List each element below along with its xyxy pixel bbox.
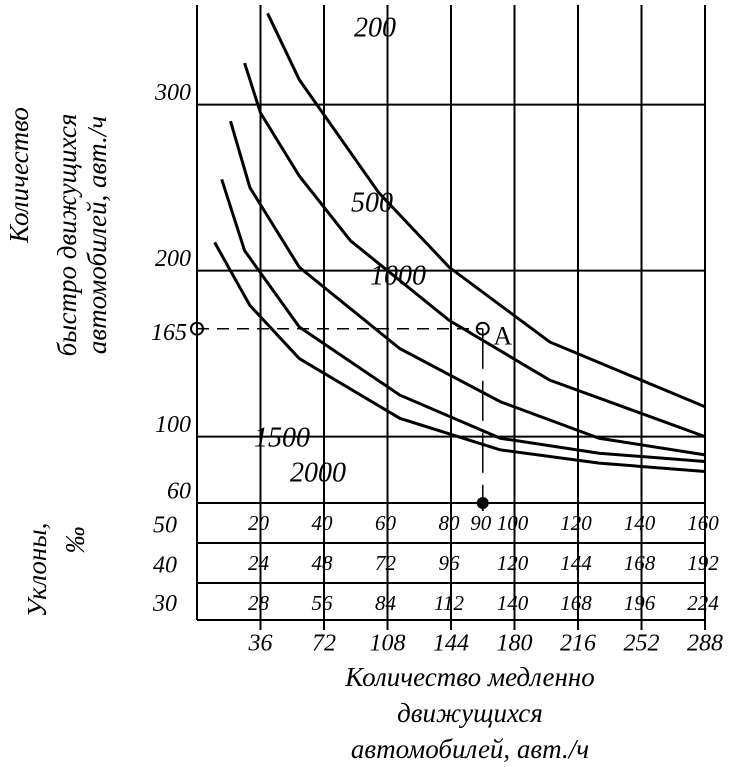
grade-label: 40 xyxy=(153,553,177,579)
x-tick-label: 288 xyxy=(687,631,723,657)
y-axis-title: автомобилей, авт./ч xyxy=(82,116,112,354)
grade-tick-label: 196 xyxy=(624,591,656,615)
grade-title: ‰ xyxy=(60,527,90,554)
y-tick-label: 100 xyxy=(155,412,191,438)
curve-label: 1000 xyxy=(370,260,426,291)
grade-tick-label: 48 xyxy=(312,551,334,575)
axis-marker xyxy=(190,321,204,336)
x-axis-title: Количество медленно xyxy=(344,662,595,692)
grade-tick-label: 120 xyxy=(560,511,592,535)
curve-label: 200 xyxy=(354,12,396,43)
grade-tick-label: 80 xyxy=(439,511,461,535)
grade-tick-label: 112 xyxy=(434,591,464,615)
grade-tick-label: 160 xyxy=(687,511,719,535)
grade-label: 50 xyxy=(153,513,177,539)
grade-tick-label: 140 xyxy=(624,511,656,535)
point-label: A xyxy=(493,322,512,351)
grade-tick-label: 72 xyxy=(375,551,397,575)
grade-label: 30 xyxy=(152,591,177,617)
curve xyxy=(266,12,706,409)
curve-label: 2000 xyxy=(290,457,346,488)
curve xyxy=(229,120,706,457)
grade-tick-label: 140 xyxy=(497,591,529,615)
curve xyxy=(213,241,706,473)
point-y-label: 165 xyxy=(151,320,187,346)
x-tick-label: 180 xyxy=(497,631,533,657)
grade-tick-label: 40 xyxy=(312,511,334,535)
grade-tick-label: 60 xyxy=(375,511,397,535)
axis-marker xyxy=(476,497,489,509)
point-marker xyxy=(475,321,490,336)
x-tick-label: 252 xyxy=(624,631,660,657)
curve-label: 1500 xyxy=(254,422,310,453)
y-tick-label: 300 xyxy=(154,80,191,106)
grade-tick-label: 90 xyxy=(470,511,492,535)
grade-tick-label: 168 xyxy=(560,591,592,615)
grade-tick-label: 144 xyxy=(560,551,592,575)
grade-tick-label: 20 xyxy=(248,511,270,535)
y-tick-label: 200 xyxy=(155,246,191,272)
x-tick-label: 36 xyxy=(248,631,273,657)
y-axis-title: быстро движущихся xyxy=(52,114,82,357)
grade-tick-label: 96 xyxy=(439,551,461,575)
grade-tick-label: 168 xyxy=(624,551,656,575)
grade-tick-label: 100 xyxy=(497,511,529,535)
x-tick-label: 144 xyxy=(433,631,469,657)
x-tick-label: 216 xyxy=(560,631,596,657)
x-tick-label: 108 xyxy=(370,631,406,657)
grade-tick-label: 28 xyxy=(248,591,270,615)
grade-tick-label: 192 xyxy=(687,551,719,575)
grade-title: Уклоны, xyxy=(22,523,52,618)
y-axis-title: Количество xyxy=(4,107,34,244)
curve xyxy=(220,178,706,463)
curve xyxy=(243,62,706,439)
grade-tick-label: 24 xyxy=(248,551,270,575)
x-axis-title: автомобилей, авт./ч xyxy=(351,734,589,764)
grade-tick-label: 56 xyxy=(312,591,334,615)
grade-tick-label: 120 xyxy=(497,551,529,575)
curve-label: 500 xyxy=(351,187,393,218)
grade-tick-label: 224 xyxy=(687,591,719,615)
y-tick-label: 60 xyxy=(167,479,191,505)
grade-tick-label: 84 xyxy=(375,591,397,615)
x-tick-label: 72 xyxy=(312,631,336,657)
x-axis-title: движущихся xyxy=(397,698,543,728)
